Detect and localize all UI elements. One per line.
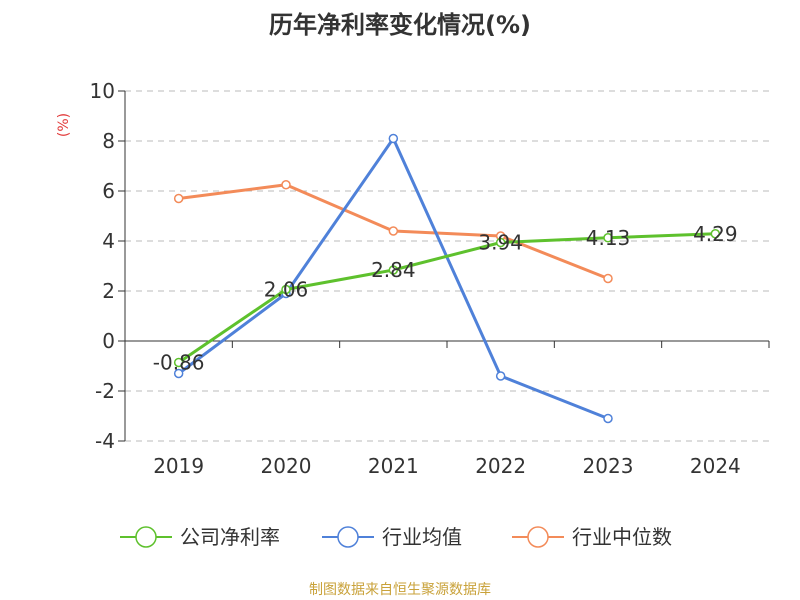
axes: -4 -2 0 2 4 6 8 10 2019 2020 2021 2022 2023 2024	[90, 79, 770, 478]
legend-swatch-marker	[527, 526, 549, 548]
x-tick-label: 2019	[153, 454, 204, 478]
data-label: 2.06	[264, 278, 309, 302]
legend-item: 行业中位数	[512, 525, 672, 549]
legend-item: 公司净利率	[120, 525, 280, 549]
legend-label: 行业中位数	[572, 525, 672, 549]
data-point	[173, 193, 184, 204]
x-tick-label: 2020	[261, 454, 312, 478]
y-tick-label: 2	[102, 279, 115, 303]
x-tick-label: 2021	[368, 454, 419, 478]
y-tick-label: -4	[95, 429, 115, 453]
data-labels: -0.86 2.06 2.84 3.94 4.13 4.29	[153, 222, 738, 375]
legend-swatch-marker	[337, 526, 359, 548]
data-label: -0.86	[153, 351, 205, 375]
gridlines	[125, 90, 769, 442]
legend-label: 行业均值	[382, 525, 462, 549]
series-line	[177, 232, 716, 364]
source-note: 制图数据来自恒生聚源数据库	[309, 582, 491, 598]
y-axis-label: (%)	[56, 113, 72, 137]
data-point	[388, 265, 399, 275]
data-label: 3.94	[478, 231, 523, 255]
data-label: 4.29	[693, 222, 738, 246]
data-point	[495, 237, 506, 248]
x-tick-label: 2022	[475, 454, 526, 478]
legend-label: 公司净利率	[180, 525, 280, 549]
y-tick-label: 10	[90, 79, 115, 103]
data-point	[603, 413, 613, 424]
data-label: 2.84	[371, 258, 416, 282]
data-point	[281, 180, 291, 190]
y-tick-label: 0	[102, 329, 115, 353]
y-tick-label: 6	[102, 179, 115, 203]
y-tick-label: -2	[95, 379, 115, 403]
y-tick-label: 4	[102, 229, 115, 253]
y-tick-label: 8	[102, 129, 115, 153]
data-point	[281, 284, 291, 295]
series-lines	[173, 133, 721, 424]
data-point	[495, 371, 506, 381]
legend: 公司净利率 行业均值 行业中位数	[120, 525, 672, 549]
data-point	[603, 233, 613, 243]
data-point	[388, 226, 399, 236]
data-point	[173, 368, 184, 379]
x-tick-label: 2024	[690, 454, 741, 478]
chart-title: 历年净利率变化情况(%)	[269, 11, 531, 39]
data-label: 4.13	[586, 226, 631, 250]
data-point	[173, 357, 184, 368]
legend-swatch-marker	[135, 526, 157, 548]
data-point	[710, 229, 721, 239]
legend-item: 行业均值	[322, 525, 462, 549]
x-tick-label: 2023	[583, 454, 634, 478]
data-point	[388, 133, 399, 144]
data-point	[603, 273, 613, 284]
